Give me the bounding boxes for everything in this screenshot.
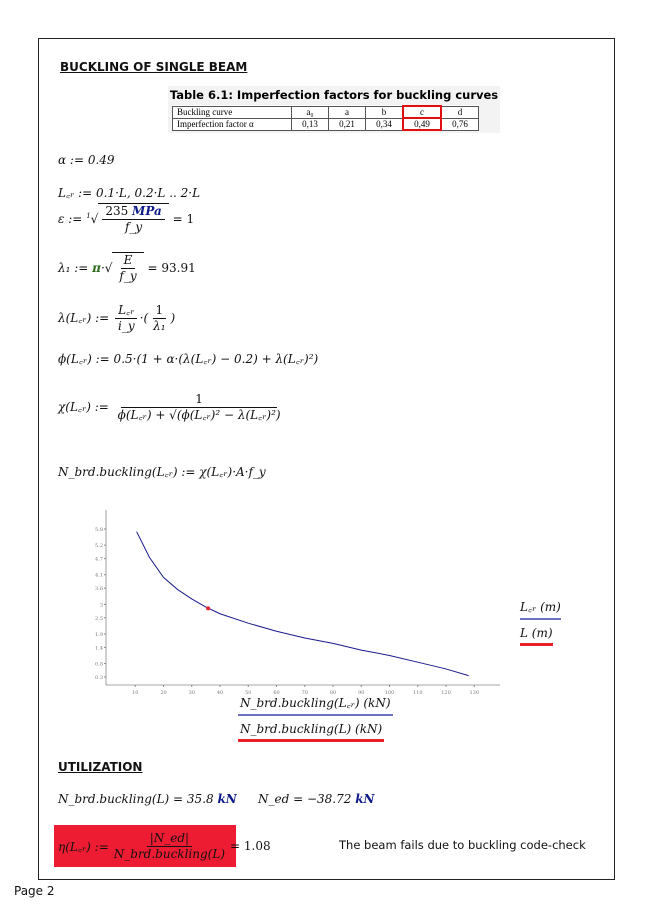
cell: 0,21 [328,117,366,131]
value: N_ed = −38.72 [258,792,352,806]
den: ϕ(L꜀ᵣ) + √(ϕ(L꜀ᵣ)² − λ(L꜀ᵣ)²) [117,408,281,422]
pi-constant: π [92,261,101,275]
nbrd-result: N_brd.buckling(L) = 35.8 kN [58,792,237,806]
verdict-text: The beam fails due to buckling code-chec… [339,838,586,852]
series-line-lcr [136,531,469,677]
nbrd-definition: N_brd.buckling(L꜀ᵣ) := χ(L꜀ᵣ)·A·f_y [58,465,266,479]
value: N_brd.buckling(L) = 35.8 [58,792,214,806]
y-tick-label: 5.2 [95,543,103,549]
x-tick-label: 30 [189,690,195,696]
imperfection-table: Buckling curve a₀ a b c d Imperfection f… [172,105,479,131]
den: λ₁ [153,319,166,333]
chi-definition: χ(L꜀ᵣ) := 1 ϕ(L꜀ᵣ) + √(ϕ(L꜀ᵣ)² − λ(L꜀ᵣ)²) [58,392,286,423]
x-tick-label: 70 [302,690,308,696]
section-title: BUCKLING OF SINGLE BEAM [60,60,248,74]
lhs: ε := [58,212,83,226]
cell: d [440,105,479,119]
y-tick-label: 5.8 [95,527,103,533]
num: L꜀ᵣ [115,303,138,319]
row-label: Buckling curve [172,105,292,119]
lhs: χ(L꜀ᵣ) := [58,400,109,414]
root-index: 1 [86,212,91,220]
row-label: Imperfection factor α [172,117,292,131]
den: i_y [118,319,135,333]
x-tick-label: 100 [385,690,395,696]
buckling-chart: 10 20 30 40 50 60 70 80 90 100 110 120 130 0.3 0.8 1.4 1… [95,510,500,696]
page-number: Page 2 [14,884,55,898]
y-tick-label: 4.7 [95,557,103,563]
eta-definition-highlight: η(L꜀ᵣ) := |N_ed| N_brd.buckling(L) = 1.08 [54,825,271,867]
cell: 0,76 [440,117,479,131]
den: f_y [124,220,143,234]
y-tick-label: 0.8 [95,662,103,668]
unit: kN [217,792,237,806]
cell-highlighted: c [402,105,442,119]
lambda-definition: λ(L꜀ᵣ) := L꜀ᵣ i_y ·(1 λ₁) [58,303,176,333]
cell: 0,13 [291,117,329,131]
x-tick-label: 50 [245,690,251,696]
y-label-series-2: L (m) [520,626,553,646]
result: = 1 [172,212,195,226]
x-tick-label: 130 [469,690,479,696]
epsilon-definition: ε := 1√ 235 MPa f_y = 1 [58,203,195,234]
y-tick-label: 2.5 [95,616,103,622]
result: = 93.91 [147,261,196,275]
num: 1 [121,392,278,408]
cell: a₀ [291,105,329,119]
cell-highlighted: 0,49 [402,117,442,131]
lhs: η(L꜀ᵣ) := [58,839,109,854]
y-tick-label: 1.4 [95,645,103,651]
den: N_brd.buckling(L) [113,846,225,861]
x-tick-label: 10 [132,690,138,696]
lcr-definition: L꜀ᵣ := 0.1·L, 0.2·L .. 2·L [58,186,201,200]
num: 235 [105,204,129,218]
y-tick-label: 3 [100,602,103,608]
ned-result: N_ed = −38.72 kN [258,792,375,806]
unit: MPa [132,204,162,218]
y-label-series-1: L꜀ᵣ (m) [520,598,561,620]
den: f_y [119,269,137,283]
cell: b [365,105,404,119]
cell: 0,34 [365,117,404,131]
x-label-series-2: N_brd.buckling(L) (kN) [238,722,385,742]
x-tick-label: 40 [217,690,223,696]
lhs: λ₁ := [58,261,93,275]
document-page [38,38,615,880]
x-tick-label: 110 [413,690,423,696]
y-tick-label: 4.1 [95,573,103,579]
unit: kN [355,792,375,806]
x-tick-label: 120 [441,690,451,696]
x-tick-label: 80 [330,690,336,696]
x-label-series-1: N_brd.buckling(L꜀ᵣ) (kN) [238,694,393,716]
num: E [120,253,136,269]
x-tick-label: 60 [273,690,279,696]
x-tick-label: 90 [358,690,364,696]
num: 1 [152,303,167,319]
y-tick-label: 1.9 [95,632,103,638]
table-caption: Table 6.1: Imperfection factors for buck… [169,88,499,102]
lhs: λ(L꜀ᵣ) := [58,311,110,325]
y-tick-label: 3.6 [95,586,103,592]
alpha-definition: α := 0.49 [58,153,115,167]
x-tick-label: 20 [160,690,166,696]
cell: a [328,105,366,119]
y-tick-label: 0.3 [95,675,103,681]
phi-definition: ϕ(L꜀ᵣ) := 0.5·(1 + α·(λ(L꜀ᵣ) − 0.2) + λ(… [58,352,319,366]
imperfection-table-image: Table 6.1: Imperfection factors for buck… [168,86,500,133]
result: = 1.08 [230,839,271,853]
series-point-l [206,606,211,611]
num: |N_ed| [146,831,193,847]
utilization-title: UTILIZATION [58,760,143,774]
